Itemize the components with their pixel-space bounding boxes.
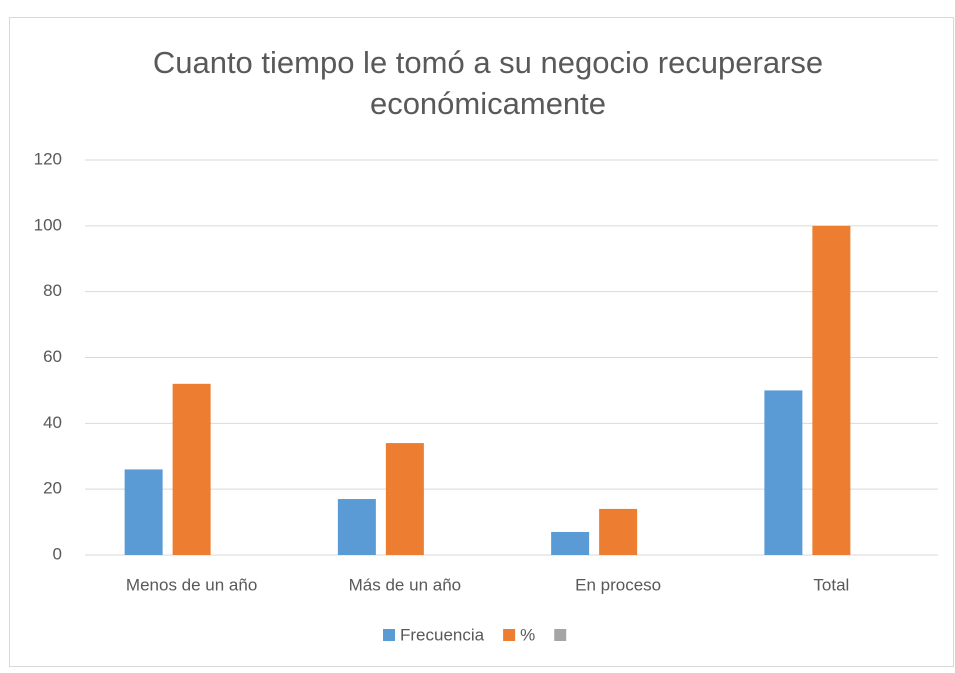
bar: [124, 469, 163, 555]
y-tick-label: 20: [43, 479, 62, 498]
legend-swatch: [503, 629, 516, 641]
y-tick-label: 0: [53, 544, 62, 563]
x-tick-label: Total: [813, 575, 849, 594]
y-tick-label: 40: [43, 413, 62, 432]
legend-swatch: [554, 629, 567, 641]
y-tick-label: 60: [43, 347, 62, 366]
legend-label: Frecuencia: [400, 625, 485, 644]
y-tick-label: 120: [34, 149, 62, 168]
chart-border: [9, 17, 954, 667]
bar: [385, 443, 424, 555]
x-tick-label: Más de un año: [349, 575, 461, 594]
bar: [337, 499, 376, 555]
x-tick-label: Menos de un año: [126, 575, 257, 594]
bar: [551, 531, 590, 555]
bar: [764, 390, 803, 555]
y-tick-label: 80: [43, 281, 62, 300]
bar: [599, 508, 638, 555]
y-tick-label: 100: [34, 215, 62, 234]
legend-swatch: [383, 629, 395, 641]
bar: [172, 383, 211, 555]
bar: [812, 225, 851, 556]
chart-title: económicamente: [370, 86, 606, 121]
chart-title: Cuanto tiempo le tomó a su negocio recup…: [153, 45, 823, 80]
legend-label: %: [520, 625, 535, 644]
x-tick-label: En proceso: [575, 575, 661, 594]
